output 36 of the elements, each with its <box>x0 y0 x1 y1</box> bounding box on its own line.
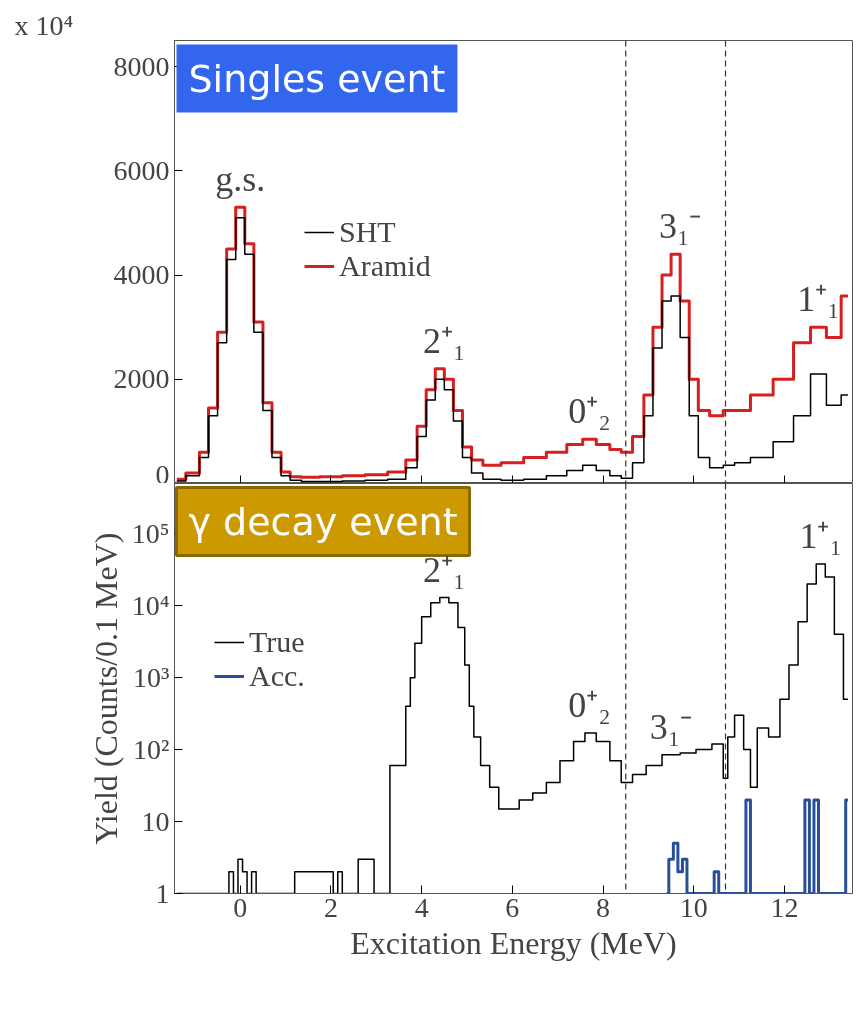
x-axis-title: Excitation Energy (MeV) <box>350 924 677 961</box>
y-axis-title: Yield (Counts/0.1 MeV) <box>87 532 124 845</box>
legend-label: SHT <box>339 215 396 249</box>
y-tick-label: 4000 <box>113 259 170 291</box>
x-tick-label: 8 <box>596 891 611 923</box>
annotation: 2⁺₁ <box>423 549 466 590</box>
y-tick-label: 10 <box>141 806 170 838</box>
x-tick-label: 4 <box>414 891 429 923</box>
y-tick-label: 10⁵ <box>131 518 170 550</box>
y-tick-label: 10² <box>133 734 170 766</box>
y-tick-label: 1 <box>155 878 170 909</box>
y-tick-label: 0 <box>155 458 170 490</box>
annotation: 2⁺₁ <box>423 320 466 361</box>
annotation: 0⁺₂ <box>568 391 611 432</box>
x-tick-label: 2 <box>323 891 338 923</box>
annotation: 3₁⁻ <box>658 206 702 247</box>
y-tick-label: 10⁴ <box>131 590 170 622</box>
annotation: 1⁺₁ <box>797 279 840 320</box>
text: x 10⁴ <box>14 9 74 41</box>
legend-label: True <box>249 625 305 659</box>
y-tick-label: 10³ <box>133 662 170 694</box>
x-tick-label: 12 <box>770 891 799 923</box>
annotation: 3₁⁻ <box>649 706 693 747</box>
annotation: 1⁺₁ <box>799 516 843 557</box>
y-tick-label: 8000 <box>113 50 170 82</box>
legend-label: Acc. <box>249 659 305 693</box>
y-tick-label: 6000 <box>113 154 170 186</box>
x-tick-label: 6 <box>505 891 520 923</box>
text: γ decay event <box>188 499 458 544</box>
y-tick-label: 2000 <box>113 363 170 395</box>
legend-label: Aramid <box>339 249 431 283</box>
x-tick-label: 10 <box>679 891 708 923</box>
x-tick-label: 0 <box>233 891 248 923</box>
annotation: 0⁺₂ <box>568 685 611 726</box>
annotation: g.s. <box>215 159 266 200</box>
text: Singles event <box>188 56 446 101</box>
